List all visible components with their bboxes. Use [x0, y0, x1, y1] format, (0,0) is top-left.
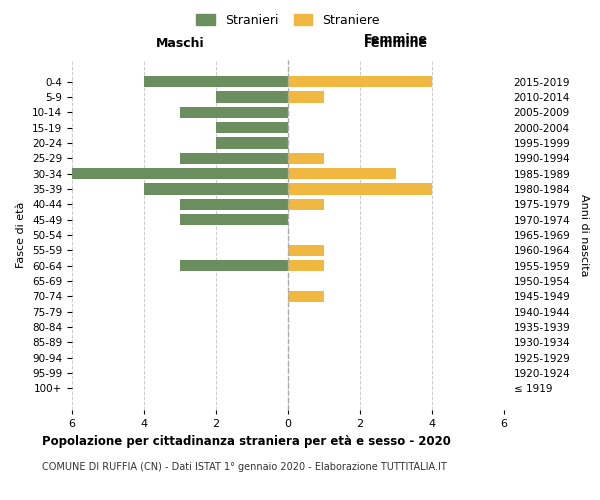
Bar — [288, 168, 396, 179]
Bar — [180, 106, 288, 118]
Bar — [216, 137, 288, 148]
Bar — [288, 183, 432, 194]
Text: Maschi: Maschi — [155, 36, 205, 50]
Bar — [288, 290, 324, 302]
Legend: Stranieri, Straniere: Stranieri, Straniere — [193, 10, 383, 31]
Y-axis label: Fasce di età: Fasce di età — [16, 202, 26, 268]
Bar — [216, 122, 288, 134]
Bar — [144, 76, 288, 88]
Bar — [72, 168, 288, 179]
Bar — [144, 183, 288, 194]
Bar — [288, 91, 324, 102]
Bar — [180, 214, 288, 226]
Text: COMUNE DI RUFFIA (CN) - Dati ISTAT 1° gennaio 2020 - Elaborazione TUTTITALIA.IT: COMUNE DI RUFFIA (CN) - Dati ISTAT 1° ge… — [42, 462, 447, 472]
Text: Femmine: Femmine — [364, 33, 428, 46]
Bar — [180, 198, 288, 210]
Text: Femmine: Femmine — [364, 36, 428, 50]
Bar — [216, 91, 288, 102]
Bar — [180, 260, 288, 272]
Bar — [288, 260, 324, 272]
Y-axis label: Anni di nascita: Anni di nascita — [579, 194, 589, 276]
Bar — [288, 198, 324, 210]
Bar — [288, 152, 324, 164]
Bar — [288, 76, 432, 88]
Text: Popolazione per cittadinanza straniera per età e sesso - 2020: Popolazione per cittadinanza straniera p… — [42, 435, 451, 448]
Bar — [288, 244, 324, 256]
Bar — [180, 152, 288, 164]
